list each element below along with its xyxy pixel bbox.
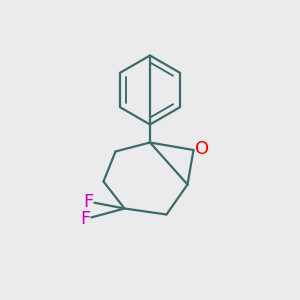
Text: F: F	[80, 210, 91, 228]
Text: O: O	[195, 140, 209, 158]
Text: F: F	[83, 193, 94, 211]
